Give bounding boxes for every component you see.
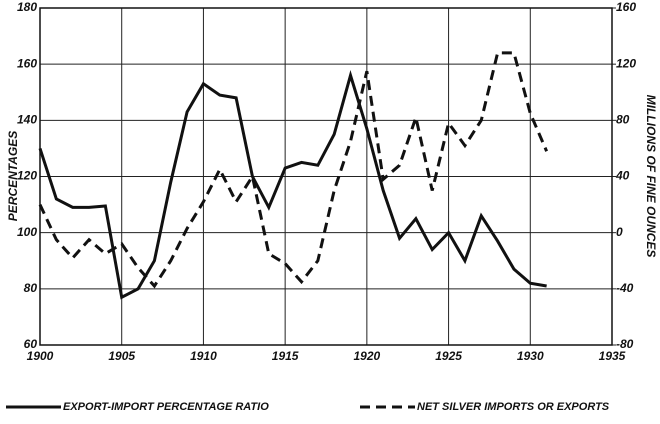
y-tick-label: 140 (17, 113, 37, 127)
y2-tick-label: -40 (616, 281, 634, 295)
y-axis-label: PERCENTAGES (6, 131, 20, 221)
x-tick-label: 1930 (517, 349, 544, 363)
y-tick-label: 120 (17, 169, 37, 183)
y2-tick-label: 80 (616, 113, 630, 127)
y2-tick-label: 40 (615, 169, 630, 183)
x-tick-label: 1910 (190, 349, 217, 363)
y-tick-label: 180 (17, 0, 37, 14)
series-line (38, 51, 549, 289)
y-tick-label: 60 (24, 337, 38, 351)
x-tick-label: 1905 (108, 349, 135, 363)
series-line (38, 70, 547, 300)
legend-label: EXPORT-IMPORT PERCENTAGE RATIO (63, 401, 269, 413)
y2-axis-label: MILLIONS OF FINE OUNCES (644, 95, 658, 258)
y-tick-label: 100 (17, 225, 37, 239)
x-tick-label: 1915 (272, 349, 299, 363)
y2-tick-label: 0 (616, 225, 623, 239)
y-tick-label: 80 (24, 281, 38, 295)
x-tick-label: 1935 (599, 349, 626, 363)
plot-frame (39, 7, 613, 346)
y2-tick-label: -80 (616, 337, 634, 351)
y2-tick-label: 120 (616, 56, 636, 70)
x-tick-label: 1920 (354, 349, 381, 363)
x-tick-label: 1900 (27, 349, 54, 363)
y-tick-label: 160 (17, 56, 37, 70)
legend-label: NET SILVER IMPORTS OR EXPORTS (417, 401, 610, 413)
x-tick-label: 1925 (435, 349, 462, 363)
y2-tick-label: 160 (616, 0, 636, 14)
